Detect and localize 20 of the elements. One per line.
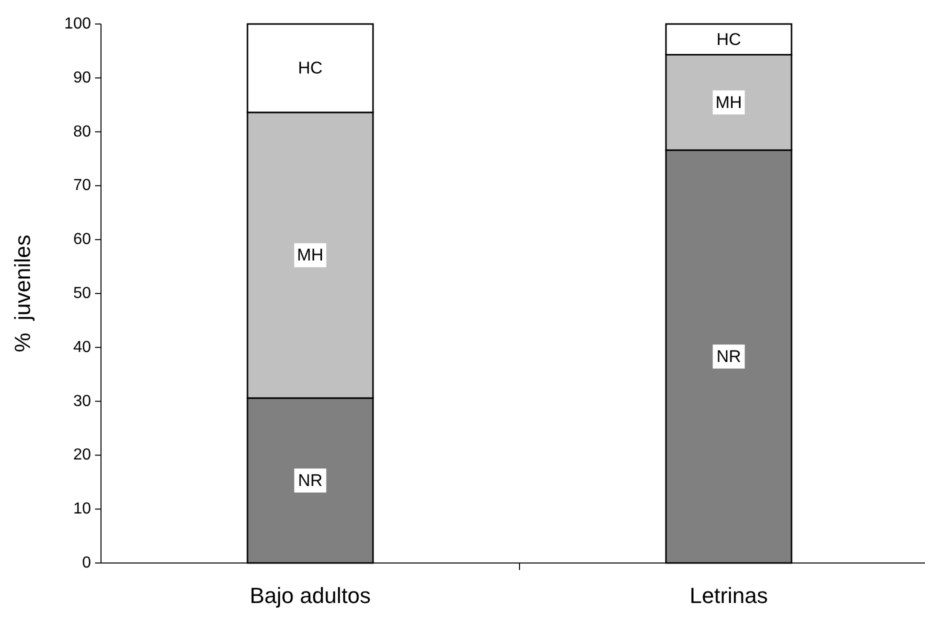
series-label: MH xyxy=(716,92,742,112)
y-tick-label: 80 xyxy=(73,123,92,140)
y-tick-label: 70 xyxy=(73,177,92,194)
text: NR xyxy=(716,347,742,366)
x-tick-label: Bajo adultos xyxy=(250,583,371,608)
y-tick-label: 50 xyxy=(73,285,92,302)
text: MH xyxy=(297,246,324,265)
y-tick-label: 90 xyxy=(73,69,92,86)
text: HC xyxy=(298,58,323,78)
series-label: NR xyxy=(298,471,323,490)
y-axis-title: % juveniles xyxy=(10,234,35,352)
y-tick-label: 20 xyxy=(73,446,92,464)
x-tick-label: Letrinas xyxy=(690,583,768,608)
series-label: HC xyxy=(716,30,742,49)
y-tick-label: 10 xyxy=(73,500,92,518)
y-tick-label: 0 xyxy=(82,554,92,572)
y-tick-label: 100 xyxy=(64,16,92,32)
y-tick-label: 60 xyxy=(73,231,92,248)
y-tick-label: 30 xyxy=(73,392,92,410)
y-tick-label: 40 xyxy=(73,338,92,356)
